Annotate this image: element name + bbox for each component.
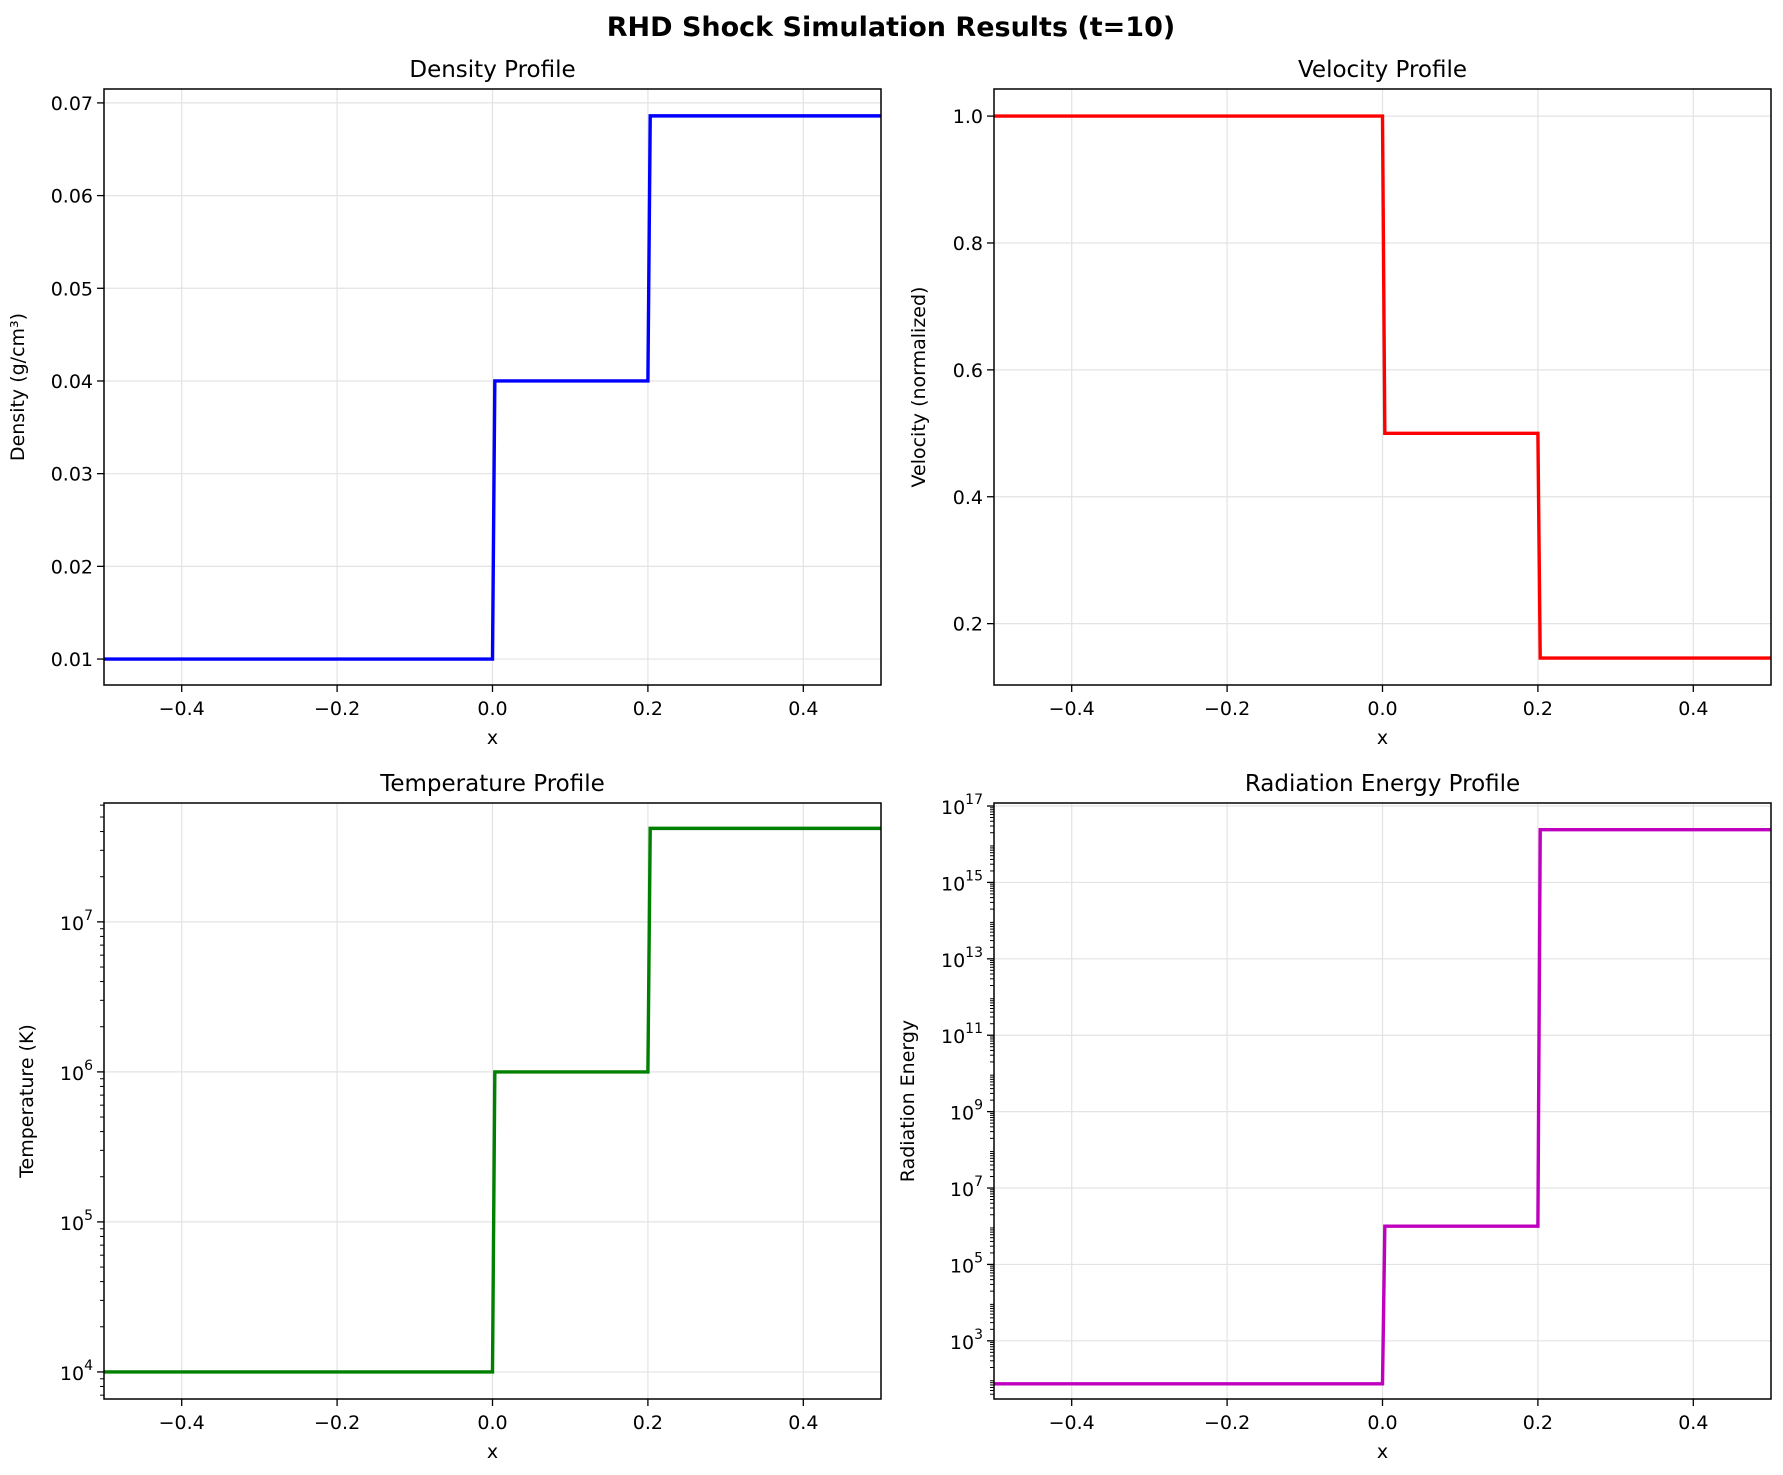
subplot-title: Temperature Profile [379, 771, 605, 797]
x-axis-label: x [487, 727, 498, 749]
x-tick-label: −0.2 [314, 1412, 360, 1434]
subplot-title: Radiation Energy Profile [1245, 771, 1520, 797]
x-tick-label: 0.4 [788, 698, 818, 720]
y-tick-label: 107 [950, 1174, 983, 1201]
series-line [104, 826, 881, 1374]
series-line [104, 114, 881, 661]
x-tick-label: −0.2 [1204, 1412, 1250, 1434]
x-tick-label: 0.0 [477, 698, 507, 720]
y-tick-label: 0.2 [953, 614, 983, 636]
subplot-3: Temperature Profile −0.4 −0.2 0.0 0.2 0.4 104 1… [16, 771, 882, 1463]
x-axis-label: x [1377, 1441, 1388, 1463]
y-tick-label: 1015 [941, 868, 983, 895]
series-line [994, 828, 1771, 1386]
y-tick-label: 105 [60, 1208, 93, 1235]
subplot-title: Density Profile [409, 57, 575, 83]
x-tick-label: 0.2 [1523, 698, 1553, 720]
y-tick-label: 1.0 [953, 106, 983, 128]
y-tick-label: 0.8 [953, 233, 983, 255]
y-axis-label: Density (g/cm³) [7, 313, 29, 461]
x-tick-label: −0.4 [159, 698, 205, 720]
x-axis-label: x [1377, 727, 1388, 749]
y-tick-label: 0.02 [51, 556, 93, 578]
y-tick-label: 106 [60, 1058, 93, 1085]
x-tick-label: −0.4 [1049, 698, 1095, 720]
x-tick-label: 0.0 [477, 1412, 507, 1434]
series-line [994, 114, 1771, 660]
x-tick-label: 0.2 [633, 1412, 663, 1434]
x-tick-label: 0.4 [1678, 698, 1708, 720]
y-tick-label: 0.4 [953, 487, 983, 509]
subplot-title: Velocity Profile [1298, 57, 1467, 83]
x-tick-label: −0.2 [314, 698, 360, 720]
y-tick-label: 0.04 [51, 371, 93, 393]
x-tick-label: 0.4 [788, 1412, 818, 1434]
x-tick-label: −0.2 [1204, 698, 1250, 720]
subplot-grid: Density Profile −0.4 −0.2 0.0 0.2 0.4 0.01 0.02… [7, 57, 1772, 1463]
subplot-2: Velocity Profile −0.4 −0.2 0.0 0.2 0.4 0.2 0.4 0… [908, 57, 1772, 749]
figure-suptitle: RHD Shock Simulation Results (t=10) [607, 12, 1175, 43]
y-tick-label: 107 [60, 908, 93, 935]
y-tick-label: 0.06 [51, 186, 93, 208]
y-tick-label: 0.01 [51, 649, 93, 671]
y-tick-label: 1017 [941, 792, 983, 819]
x-tick-label: −0.4 [1049, 1412, 1095, 1434]
x-tick-label: 0.0 [1367, 698, 1397, 720]
y-axis-label: Velocity (normalized) [908, 287, 930, 488]
x-tick-label: −0.4 [159, 1412, 205, 1434]
x-axis-label: x [487, 1441, 498, 1463]
y-tick-label: 104 [60, 1358, 93, 1385]
y-tick-label: 0.05 [51, 278, 93, 300]
x-tick-label: 0.2 [1523, 1412, 1553, 1434]
y-axis-label: Radiation Energy [897, 1020, 919, 1182]
subplot-4: Radiation Energy Profile −0.4 −0.2 0.0 0.2 0.… [897, 771, 1772, 1463]
x-tick-label: 0.2 [633, 698, 663, 720]
x-tick-label: 0.0 [1367, 1412, 1397, 1434]
x-tick-label: 0.4 [1678, 1412, 1708, 1434]
y-tick-label: 0.07 [51, 93, 93, 115]
y-tick-label: 109 [950, 1098, 983, 1125]
y-tick-label: 103 [950, 1327, 983, 1354]
y-tick-label: 0.6 [953, 360, 983, 382]
y-tick-label: 105 [950, 1250, 983, 1277]
y-tick-label: 1011 [941, 1021, 983, 1048]
y-tick-label: 1013 [941, 945, 983, 972]
y-tick-label: 0.03 [51, 464, 93, 486]
y-axis-label: Temperature (K) [16, 1024, 38, 1179]
subplot-1: Density Profile −0.4 −0.2 0.0 0.2 0.4 0.01 0.02… [7, 57, 882, 749]
